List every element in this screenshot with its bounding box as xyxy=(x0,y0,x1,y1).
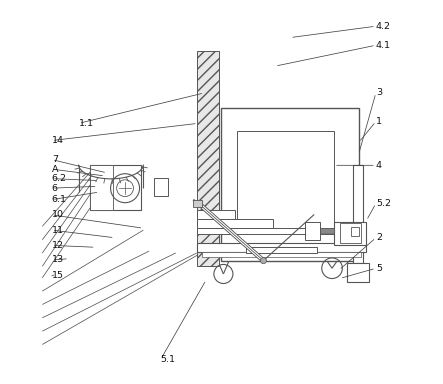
Text: 1: 1 xyxy=(376,117,382,126)
Bar xyxy=(202,252,361,257)
Text: 4: 4 xyxy=(376,161,382,170)
Bar xyxy=(353,166,362,263)
Bar xyxy=(307,228,334,233)
Bar xyxy=(237,131,334,232)
Bar xyxy=(222,108,359,261)
Bar xyxy=(193,200,202,207)
Text: 13: 13 xyxy=(52,255,64,264)
Text: 2: 2 xyxy=(376,233,382,242)
Bar xyxy=(347,263,369,281)
Text: 4.1: 4.1 xyxy=(376,41,391,50)
Text: 5.1: 5.1 xyxy=(160,355,175,364)
Text: A: A xyxy=(52,165,58,174)
Text: 11: 11 xyxy=(52,226,64,235)
Circle shape xyxy=(260,258,267,264)
Bar xyxy=(154,177,168,196)
Bar xyxy=(351,227,359,236)
Bar xyxy=(90,165,141,210)
Bar xyxy=(197,51,219,266)
Bar xyxy=(305,222,320,240)
Bar xyxy=(246,247,317,253)
Bar xyxy=(197,210,235,218)
Text: 6.1: 6.1 xyxy=(52,195,67,204)
Bar xyxy=(90,165,113,210)
Text: 10: 10 xyxy=(52,210,64,219)
Bar xyxy=(197,243,366,252)
Text: 6: 6 xyxy=(52,184,58,193)
Text: 7: 7 xyxy=(52,155,58,164)
Text: 5.2: 5.2 xyxy=(376,199,391,208)
Bar xyxy=(340,223,361,243)
Text: 5: 5 xyxy=(376,264,382,273)
Text: 4.2: 4.2 xyxy=(376,22,391,31)
Bar xyxy=(334,222,366,245)
Text: 14: 14 xyxy=(52,136,64,145)
Text: 12: 12 xyxy=(52,241,64,250)
Text: 1.1: 1.1 xyxy=(78,119,93,128)
Bar xyxy=(197,228,366,234)
Text: 15: 15 xyxy=(52,271,64,280)
Bar xyxy=(197,218,273,228)
Text: 6.2: 6.2 xyxy=(52,174,67,183)
Text: 3: 3 xyxy=(376,88,382,98)
